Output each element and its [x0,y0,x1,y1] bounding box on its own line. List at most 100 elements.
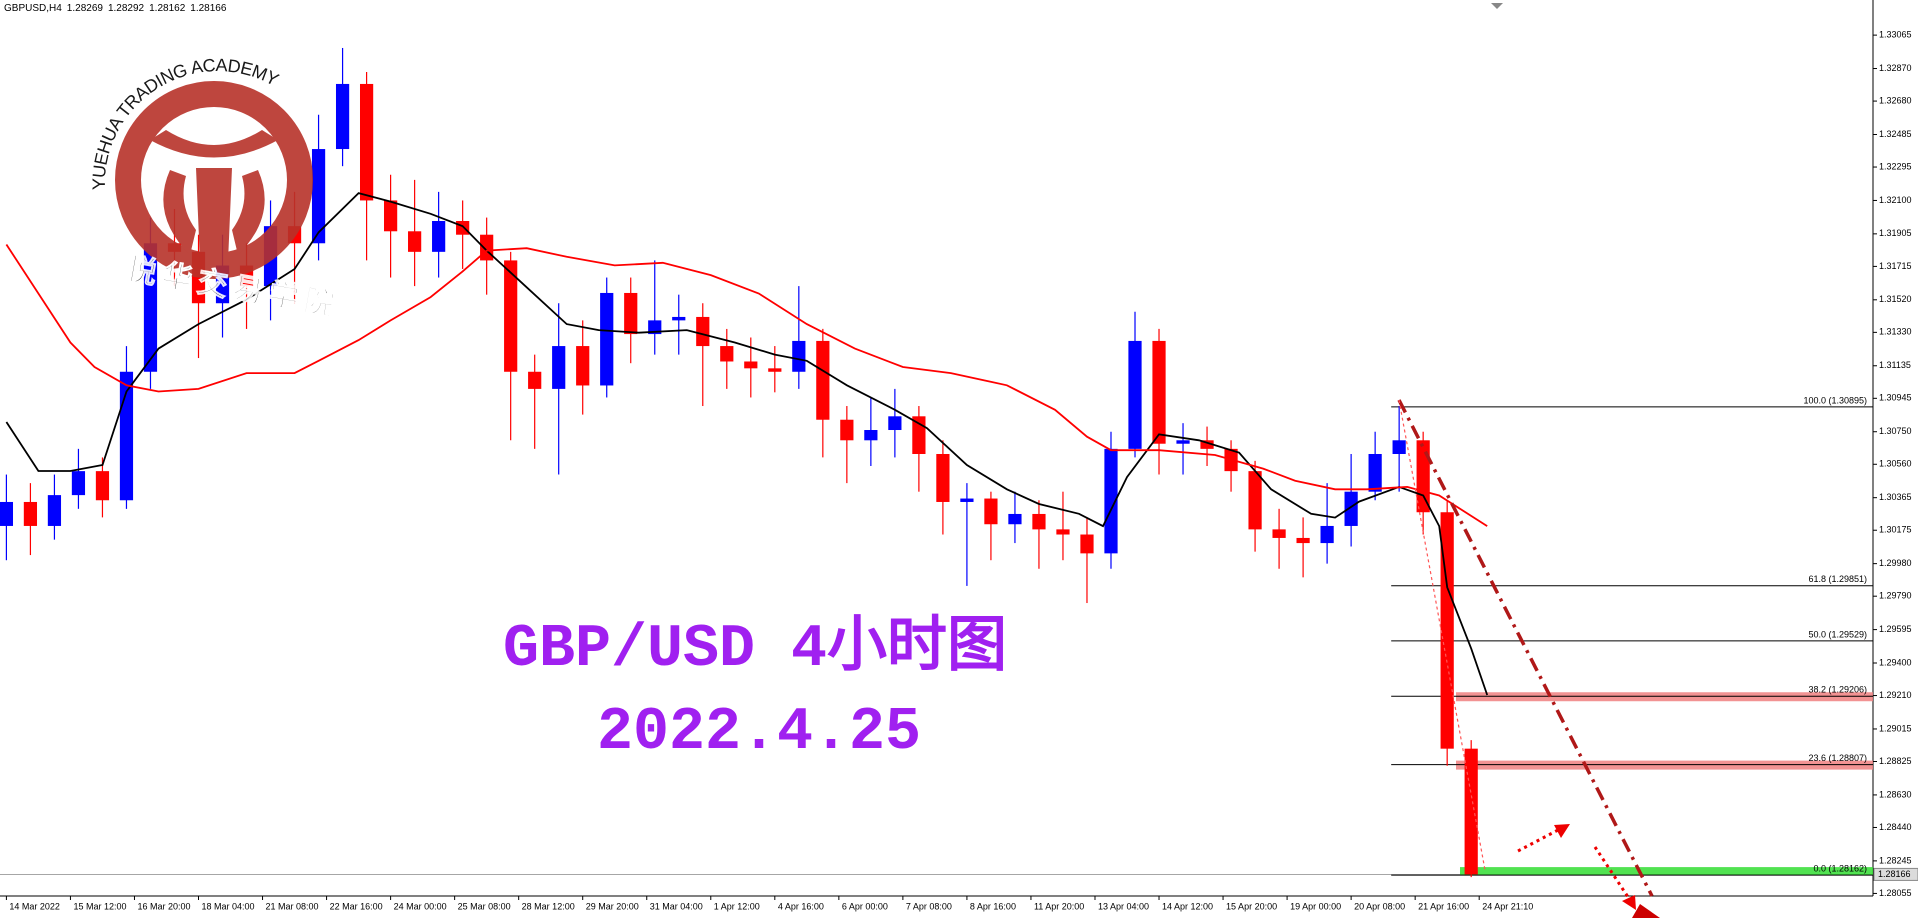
candle-body [432,221,446,252]
candle-body [1152,340,1166,444]
y-tick-label: 1.28825 [1879,756,1912,766]
candle-body [359,83,374,201]
y-tick-label: 1.32100 [1879,195,1912,205]
fib-label: 0.0 (1.28162) [1813,863,1867,873]
candle-body [384,200,398,232]
candle-body [1272,529,1286,538]
symbol: GBPUSD,H4 [4,3,62,14]
candle-body [1416,440,1430,513]
fib-label: 50.0 (1.29529) [1808,629,1867,639]
x-tick-label: 21 Apr 16:00 [1418,901,1469,911]
candle-body [1392,440,1406,454]
x-tick-label: 20 Apr 08:00 [1354,901,1405,911]
y-tick-label: 1.28630 [1879,789,1912,799]
candle-body [1200,440,1214,449]
candle-body [408,231,422,252]
chart-title: GBP/USD 4小时图 [503,613,1007,684]
candle-body [311,149,326,244]
ma-line [5,192,1489,696]
candle-body [1368,453,1382,492]
candle-body [672,316,686,321]
candle-body [335,83,350,150]
candle-body [0,501,14,526]
y-tick-label: 1.30560 [1879,459,1912,469]
fib-zone [1460,867,1873,876]
header-high: 1.28292 [107,3,145,14]
candle-body [936,453,950,502]
candle-body [768,368,782,372]
x-tick-label: 15 Apr 20:00 [1226,901,1277,911]
candle-body [864,430,878,441]
candle-body [1464,748,1478,875]
x-tick-label: 29 Mar 20:00 [586,901,639,911]
x-tick-label: 16 Mar 20:00 [137,901,190,911]
candle-body [1320,525,1334,544]
x-tick-label: 8 Apr 16:00 [970,901,1016,911]
x-tick-label: 31 Mar 04:00 [650,901,703,911]
x-tick-label: 4 Apr 16:00 [778,901,824,911]
x-tick-label: 28 Mar 12:00 [522,901,575,911]
x-tick-label: 13 Apr 04:00 [1098,901,1149,911]
y-tick-label: 1.29400 [1879,657,1912,667]
annotations [1397,3,1660,918]
x-tick-label: 21 Mar 08:00 [266,901,319,911]
y-tick-label: 1.31905 [1879,228,1912,238]
candle-body [720,346,734,362]
y-tick-label: 1.31715 [1879,261,1912,271]
x-tick-label: 24 Mar 00:00 [394,901,447,911]
candle-body [696,316,710,347]
y-tick-label: 1.30175 [1879,525,1912,535]
candle-body [1008,513,1022,525]
trend-line [1397,399,1654,897]
y-tick-label: 1.33065 [1879,29,1912,39]
candle-body [456,221,470,235]
up-arrow [1517,827,1561,853]
candle-body [888,416,902,431]
candle-body [1128,340,1142,449]
y-tick-label: 1.31330 [1879,327,1912,337]
candle-body [648,320,662,335]
candle-body [23,501,38,526]
y-tick-label: 1.32295 [1879,161,1912,171]
logo-ring [115,81,313,279]
candle-body [576,346,590,386]
trend-arrowhead [1632,904,1660,918]
candle-body [744,361,758,369]
y-tick-label: 1.28055 [1879,888,1912,898]
y-tick-label: 1.28440 [1879,822,1912,832]
chart-subtitle: 2022.4.25 [597,699,921,767]
last-price-label: 1.28166 [1878,869,1911,879]
candle-body [624,292,638,335]
swing-line [1398,399,1486,871]
down-arrowhead [1622,895,1636,910]
x-tick-label: 15 Mar 12:00 [73,901,126,911]
candle-body [912,416,926,454]
candle-body [95,471,110,501]
y-tick-label: 1.28245 [1879,855,1912,865]
candle-body [816,340,830,420]
watermark-logo: YUEHUA TRADING ACADEMY 悦华交易学院 [89,55,343,324]
candle-body [1248,471,1262,530]
candle-body [792,340,806,372]
x-tick-label: 6 Apr 00:00 [842,901,888,911]
x-tick-label: 18 Mar 04:00 [202,901,255,911]
down-arrow [1593,846,1630,898]
candle-body [1056,529,1070,535]
last-price-box [1873,867,1918,881]
header-open: 1.28269 [66,3,103,14]
logo-mark [150,130,278,262]
fib-label: 23.6 (1.28807) [1808,753,1867,763]
candle-body [528,371,542,389]
y-tick-label: 1.29790 [1879,591,1912,601]
candle-body [480,234,494,261]
y-tick-label: 1.29595 [1879,624,1912,634]
candle-body [1296,537,1310,544]
candle-body [504,260,518,372]
fib-label: 100.0 (1.30895) [1803,395,1867,405]
y-tick-label: 1.30750 [1879,426,1912,436]
candle-body [1344,491,1358,526]
candle-body [1080,534,1094,554]
